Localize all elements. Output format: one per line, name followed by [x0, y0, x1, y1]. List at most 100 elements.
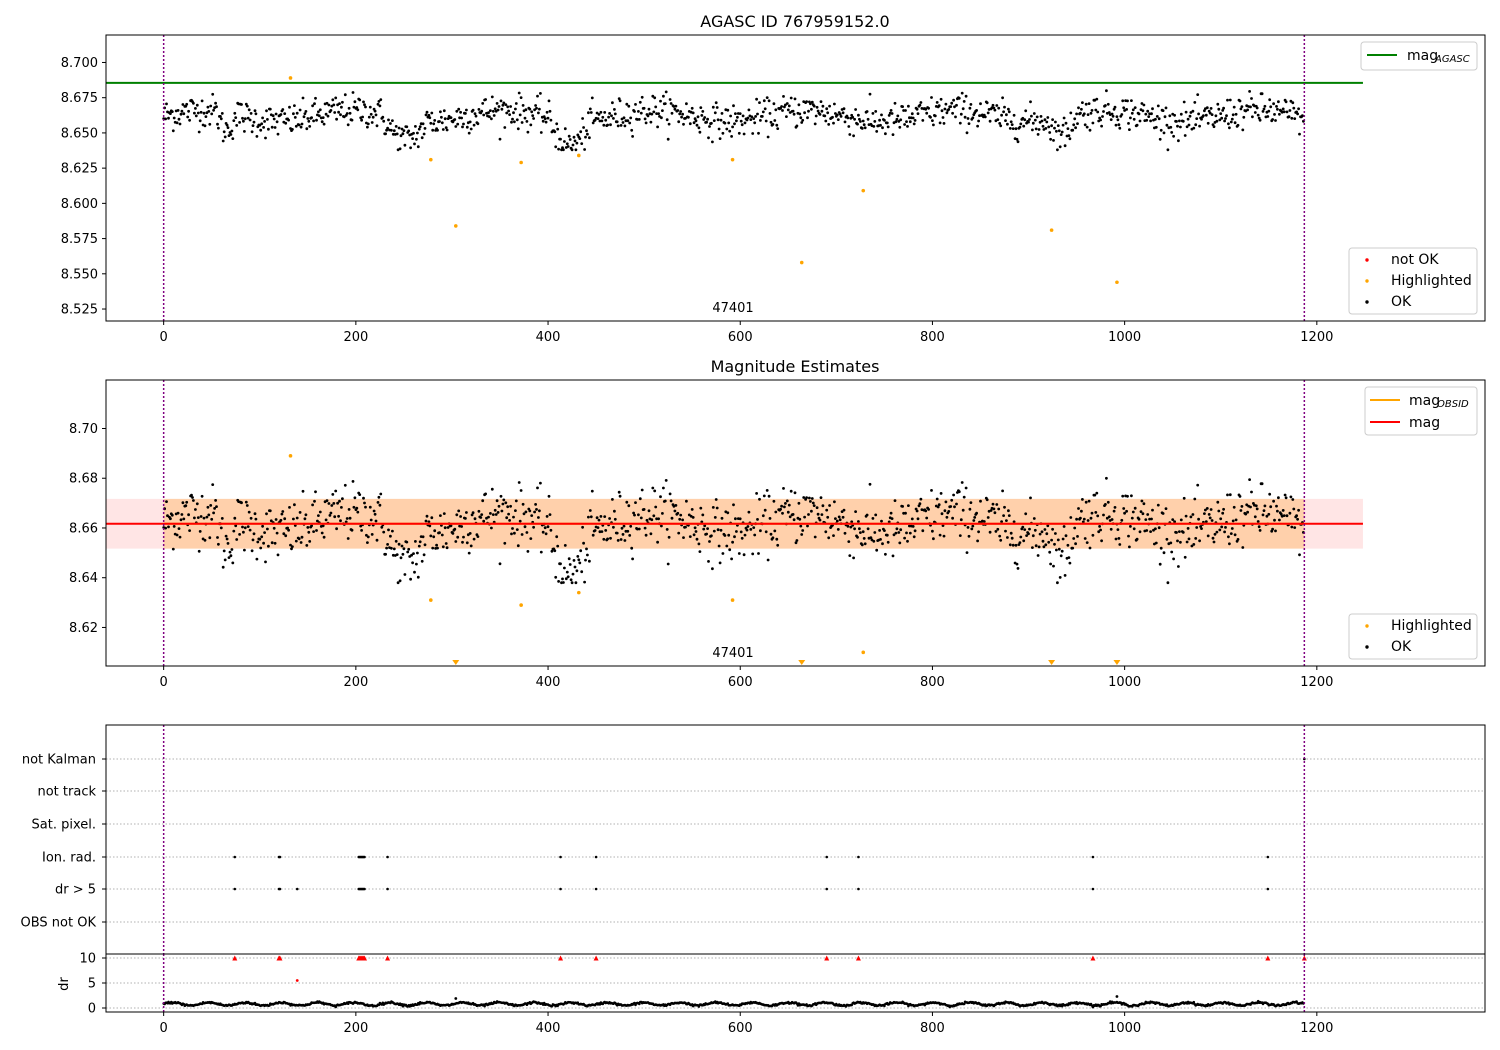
ok-point — [229, 554, 233, 558]
ok-point — [860, 126, 864, 130]
ok-point — [1219, 517, 1223, 521]
ok-point — [317, 514, 320, 517]
ok-point — [1056, 148, 1059, 152]
ok-point — [712, 529, 716, 533]
ok-point — [1029, 100, 1032, 104]
ok-point — [757, 131, 760, 135]
ok-point — [699, 506, 703, 510]
ok-point — [211, 92, 215, 96]
ok-point — [1274, 529, 1277, 533]
ok-point — [318, 108, 322, 112]
ok-point — [1082, 517, 1086, 521]
ok-point — [780, 504, 783, 508]
ok-point — [405, 540, 409, 544]
ok-point — [337, 514, 340, 518]
ok-point — [802, 496, 806, 499]
ok-point — [1290, 525, 1294, 529]
ok-point — [184, 504, 188, 508]
ok-point — [294, 124, 298, 128]
ok-point — [1069, 516, 1073, 519]
ok-point — [394, 125, 398, 128]
ok-point — [688, 535, 692, 538]
magnitude-estimates-panel: Magnitude Estimates 8.628.648.668.688.70… — [69, 357, 1486, 690]
ok-point — [764, 119, 768, 123]
ok-point — [1156, 503, 1160, 507]
legend-label-not-ok: not OK — [1391, 252, 1439, 268]
highlighted-point — [429, 157, 433, 162]
ok-point — [613, 108, 616, 111]
ok-point — [430, 516, 434, 520]
ok-point — [1066, 543, 1070, 547]
ok-point — [298, 108, 302, 112]
ok-point — [1117, 537, 1121, 540]
ok-point — [936, 505, 940, 509]
ok-point — [662, 94, 665, 98]
ok-point — [927, 508, 930, 511]
ok-point — [517, 91, 521, 95]
ok-point — [509, 105, 512, 108]
ok-point — [1063, 144, 1067, 148]
ok-point — [246, 116, 250, 120]
ok-point — [1276, 509, 1279, 513]
ok-point — [514, 499, 518, 503]
flag-point — [559, 855, 562, 859]
ok-point — [390, 128, 393, 132]
ok-point — [1229, 120, 1233, 124]
ok-point — [824, 119, 828, 123]
ok-point — [694, 119, 698, 123]
ok-point — [225, 123, 229, 127]
ok-point — [852, 556, 855, 560]
ok-point — [345, 112, 349, 115]
ok-point — [1081, 520, 1085, 524]
flag-point — [1091, 887, 1095, 891]
ok-point — [860, 543, 864, 547]
ok-point — [1151, 508, 1154, 512]
ok-point — [699, 106, 703, 109]
ok-point — [1135, 123, 1139, 127]
ok-point — [194, 114, 198, 118]
ok-point — [975, 511, 978, 515]
ok-point — [797, 103, 801, 107]
ok-point — [515, 118, 519, 122]
legend-label-mag-obsid: mag — [1409, 393, 1440, 409]
ok-point — [413, 570, 416, 574]
ok-point — [645, 518, 649, 522]
ok-point — [238, 121, 242, 124]
ok-point — [193, 516, 196, 520]
highlighted-point — [861, 188, 866, 193]
ok-point — [667, 122, 671, 126]
ok-point — [491, 513, 495, 516]
ok-point — [602, 123, 606, 127]
ok-point — [428, 116, 432, 120]
ok-point — [1161, 109, 1165, 112]
ok-point — [600, 530, 604, 533]
ok-point — [411, 561, 414, 565]
ok-point — [711, 567, 714, 571]
ok-point — [765, 96, 769, 99]
ok-point — [366, 122, 370, 126]
ok-point — [517, 481, 521, 484]
ok-point — [1141, 512, 1145, 516]
ok-point — [425, 110, 429, 114]
ok-point — [251, 538, 255, 542]
ok-point — [1042, 545, 1046, 549]
ok-point — [272, 526, 276, 530]
ok-point — [893, 499, 897, 502]
ok-point — [243, 526, 247, 530]
highlighted-point — [1115, 280, 1119, 285]
ok-point — [1041, 539, 1045, 543]
flag-point — [857, 855, 860, 859]
ok-point — [469, 127, 473, 131]
ok-point — [742, 553, 746, 557]
ok-point — [499, 99, 503, 103]
ok-point — [375, 538, 379, 542]
ok-point — [411, 137, 414, 141]
ok-point — [343, 93, 347, 97]
ok-point — [382, 119, 386, 123]
ok-point — [826, 111, 830, 115]
ok-point — [1064, 534, 1068, 538]
ok-point — [233, 111, 237, 115]
ok-point — [959, 112, 963, 116]
ok-point — [200, 494, 204, 498]
ok-point — [859, 531, 862, 534]
